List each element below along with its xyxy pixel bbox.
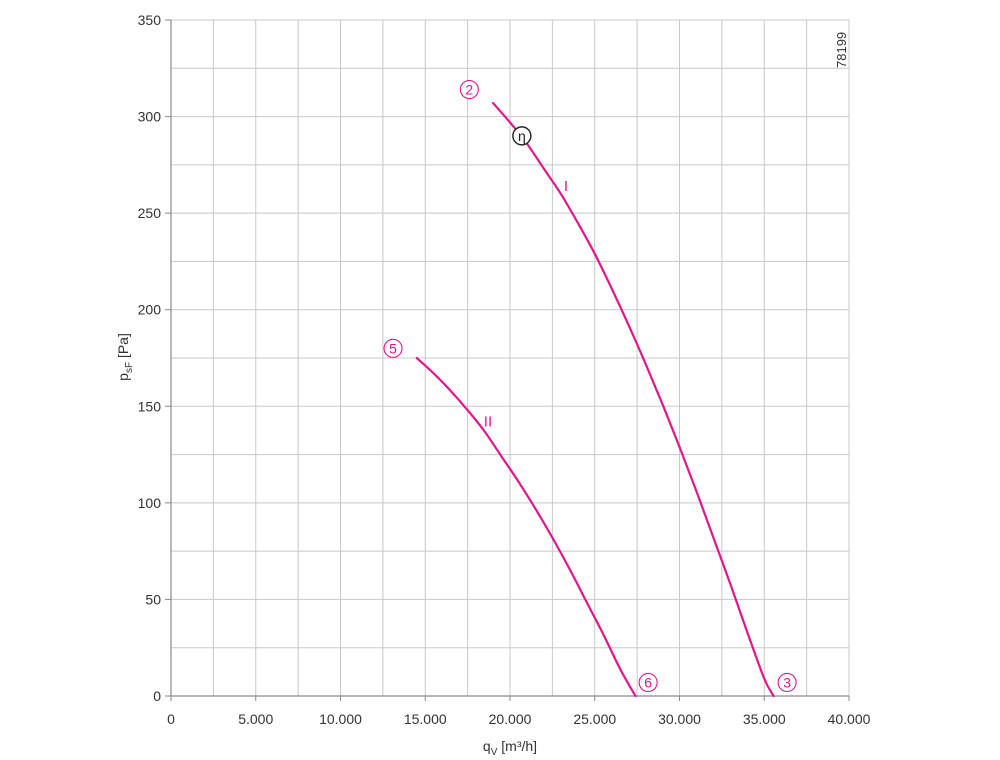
y-tick-label: 350 [138,12,162,28]
x-tick-label: 30.000 [658,711,701,727]
operating-point-marker: 3 [777,672,797,693]
series-line-1 [491,101,775,698]
y-tick-label: 100 [138,495,162,511]
x-tick-label: 35.000 [743,711,786,727]
marker-label: 5 [389,340,397,356]
y-tick-label: 50 [145,591,161,607]
marker-circle [383,338,403,358]
x-axis-label: qV [m³/h] [483,738,537,758]
marker-label: 2 [465,82,473,98]
y-axis-ticks: 0 50 100 150 200 250 300 350 [138,12,171,704]
marker-circle [777,672,797,693]
x-tick-label: 25.000 [573,711,616,727]
x-tick-label: 15.000 [404,711,447,727]
x-axis-ticks: 0 5.000 10.000 15.000 20.000 25.000 30.000 35.0… [167,696,871,727]
marker-label: η [518,128,526,144]
series-lines [415,101,775,698]
marker-circle [512,126,532,146]
series-labels: III [484,178,568,431]
y-axis-label: psF [Pa] [115,333,135,381]
x-tick-label: 5.000 [238,711,273,727]
x-tick-label: 20.000 [489,711,532,727]
x-tick-label: 40.000 [828,711,871,727]
marker-label: 3 [783,674,791,690]
marker-circle [638,672,658,693]
series-line-2 [415,356,637,698]
operating-point-marker: 5 [383,338,403,358]
y-tick-label: 200 [138,302,162,318]
y-tick-label: 0 [153,688,161,704]
x-tick-label: 0 [167,711,175,727]
point-markers: 2 3 5 6 η [383,79,797,693]
operating-point-marker: 2 [459,79,479,100]
operating-point-marker: 6 [638,672,658,693]
efficiency-marker: η [512,126,532,146]
marker-label: 6 [644,674,652,690]
y-tick-label: 250 [138,205,162,221]
y-tick-label: 300 [138,109,162,125]
x-tick-label: 10.000 [319,711,362,727]
series-label: I [564,178,568,195]
marker-circle [459,79,479,100]
y-tick-label: 150 [138,398,162,414]
series-label: II [484,414,492,431]
figure-code: 78199 [834,32,849,68]
